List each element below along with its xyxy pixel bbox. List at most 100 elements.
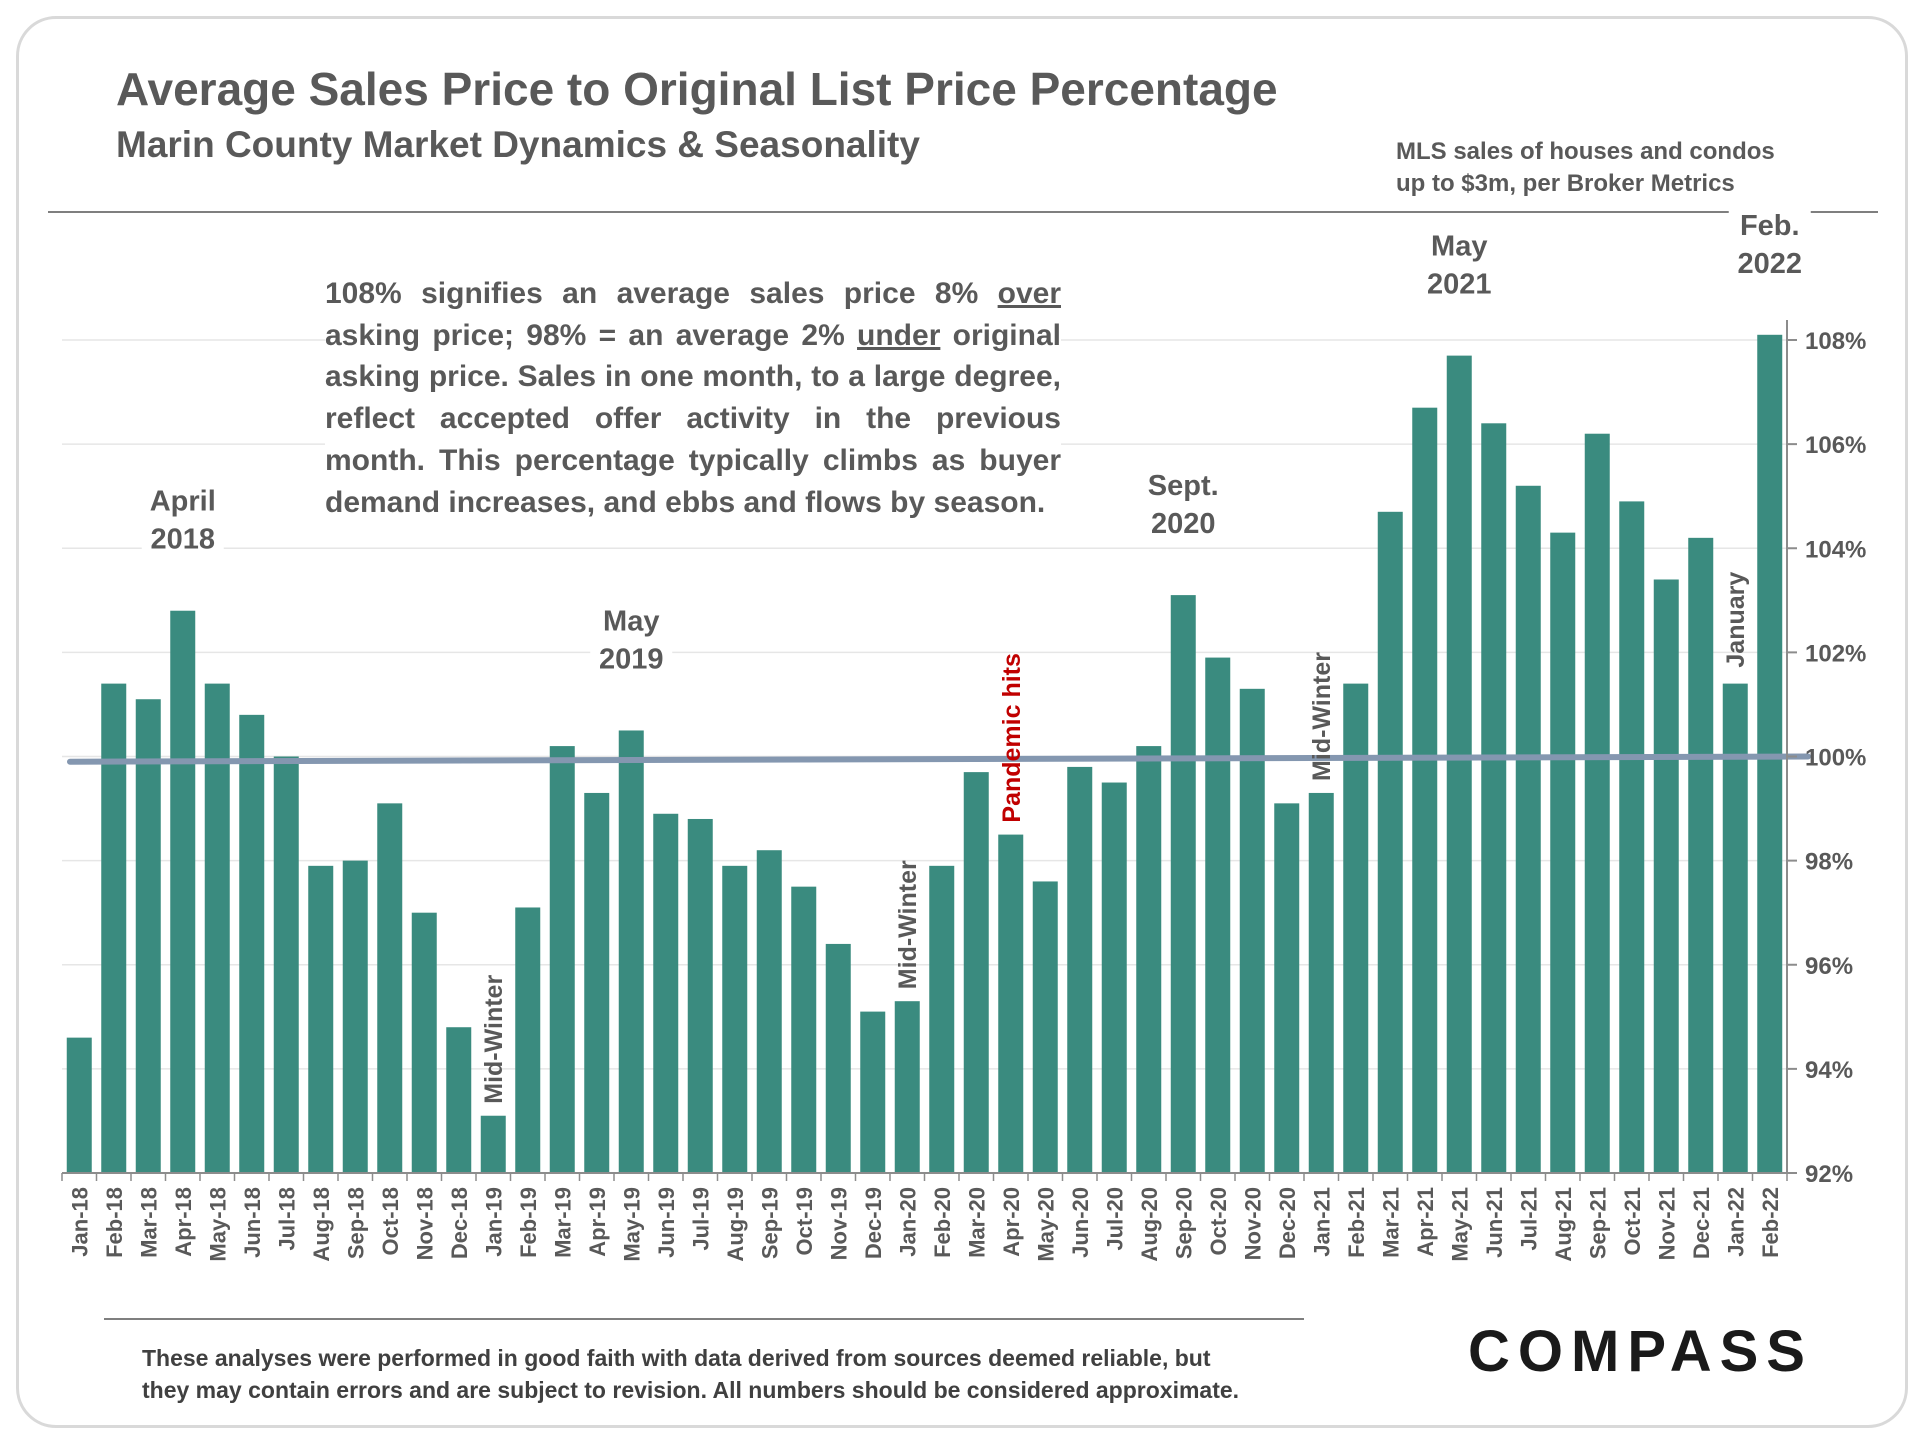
x-tick-label: Jun-21 <box>1482 1187 1507 1258</box>
x-tick-label: May-19 <box>619 1187 644 1262</box>
annotation-background <box>133 482 232 521</box>
bar-nov-21 <box>1653 579 1679 1173</box>
source-note-line-1: MLS sales of houses and condos <box>1396 138 1775 165</box>
x-tick-label: Nov-19 <box>826 1187 851 1260</box>
vertical-annotation-label: Mid-Winter <box>894 860 922 989</box>
x-tick-label: Dec-21 <box>1689 1187 1714 1259</box>
annotation-label: April <box>150 486 216 518</box>
bar-oct-19 <box>791 886 817 1173</box>
annotation-background <box>1426 227 1493 266</box>
x-tick-label: Sep-19 <box>757 1187 782 1259</box>
y-tick-label: 98% <box>1805 849 1853 876</box>
bar-feb-20 <box>929 865 955 1173</box>
x-tick-label: Feb-21 <box>1344 1187 1369 1258</box>
bar-jun-18 <box>239 714 265 1173</box>
y-tick-label: 94% <box>1805 1057 1853 1084</box>
x-tick-label: Apr-20 <box>999 1187 1024 1257</box>
bar-dec-20 <box>1274 803 1300 1173</box>
y-tick-label: 108% <box>1805 328 1866 355</box>
x-tick-label: Feb-20 <box>930 1187 955 1258</box>
x-tick-label: Aug-19 <box>723 1187 748 1262</box>
footer-divider <box>104 1318 1304 1320</box>
header-divider <box>48 211 1878 213</box>
bars <box>66 334 1783 1173</box>
bar-jun-21 <box>1481 423 1507 1173</box>
x-tick-label: Feb-19 <box>516 1187 541 1258</box>
x-tick-label: Jan-18 <box>67 1187 92 1257</box>
annotation-label: 2018 <box>150 524 215 556</box>
bar-apr-21 <box>1412 407 1438 1173</box>
x-tick-label: Jun-19 <box>654 1187 679 1258</box>
explanation-text: 108% signifies an average sales price 8%… <box>325 273 1061 524</box>
x-tick-label: Mar-18 <box>136 1187 161 1258</box>
compass-logo: COMPASS <box>1468 1319 1813 1384</box>
x-tick-label: Mar-19 <box>550 1187 575 1258</box>
bar-chart: 92% 94% 96% 98% 100% 102% 104% 106% 108% Jan-18 Fe… <box>61 206 1867 1262</box>
bar-jan-21 <box>1308 792 1334 1173</box>
bar-may-21 <box>1446 355 1472 1173</box>
bar-sep-18 <box>342 860 368 1173</box>
x-tick-label: Jan-22 <box>1723 1187 1748 1257</box>
bar-jun-19 <box>653 813 679 1173</box>
annotation-label: Sept. <box>1148 470 1219 502</box>
annotation-background <box>1728 206 1811 245</box>
bar-aug-18 <box>308 865 334 1173</box>
bar-oct-21 <box>1619 501 1645 1173</box>
x-tick-label: Oct-20 <box>1206 1187 1231 1255</box>
bar-nov-20 <box>1239 688 1265 1173</box>
vertical-annotation-label: Mid-Winter <box>480 975 508 1104</box>
bar-dec-21 <box>1688 537 1714 1173</box>
bar-apr-19 <box>584 792 610 1173</box>
y-tick-label: 92% <box>1805 1161 1853 1188</box>
vertical-annotation-label: Pandemic hits <box>998 653 1026 823</box>
x-tick-label: Nov-18 <box>412 1187 437 1260</box>
x-tick-label: Dec-19 <box>861 1187 886 1259</box>
x-tick-label: Mar-20 <box>964 1187 989 1258</box>
disclaimer-line-1: These analyses were performed in good fa… <box>142 1345 1211 1371</box>
bar-jul-20 <box>1101 782 1127 1173</box>
chart-subtitle: Marin County Market Dynamics & Seasonali… <box>116 124 920 165</box>
annotation-label: 2022 <box>1737 248 1802 280</box>
x-tick-label: Jun-18 <box>240 1187 265 1258</box>
x-tick-label: Jul-18 <box>274 1187 299 1251</box>
y-tick-label: 104% <box>1805 536 1866 563</box>
vertical-annotation-label: January <box>1722 572 1750 668</box>
x-tick-label: May-21 <box>1447 1187 1472 1262</box>
explanation-part-1: 108% signifies an average sales price 8% <box>325 277 998 310</box>
bar-mar-19 <box>549 746 575 1173</box>
annotation-label: May <box>1431 231 1487 263</box>
x-tick-label: Sep-21 <box>1585 1187 1610 1259</box>
explanation-part-2: asking price; 98% = an average 2% <box>325 318 858 352</box>
bar-nov-19 <box>825 943 851 1173</box>
source-note-line-2: up to $3m, per Broker Metrics <box>1396 170 1735 197</box>
x-tick-label: Apr-21 <box>1413 1187 1438 1257</box>
bar-mar-20 <box>963 772 989 1173</box>
annotation-background <box>1134 467 1233 506</box>
bar-oct-18 <box>377 803 403 1173</box>
bar-aug-19 <box>722 865 748 1173</box>
bar-aug-20 <box>1136 746 1162 1173</box>
x-tick-label: Jul-21 <box>1516 1187 1541 1251</box>
x-tick-label: Apr-18 <box>171 1187 196 1257</box>
x-tick-label: Jul-20 <box>1102 1187 1127 1251</box>
bar-dec-19 <box>860 1011 886 1173</box>
x-tick-label: Dec-20 <box>1275 1187 1300 1259</box>
explanation-part-3: original asking price. Sales in one mont… <box>325 318 1061 519</box>
annotation-label: 2021 <box>1427 269 1492 301</box>
bar-may-20 <box>1032 881 1058 1173</box>
x-tick-label: Sep-18 <box>343 1187 368 1259</box>
x-tick-label: Jan-21 <box>1309 1187 1334 1257</box>
bar-jul-18 <box>273 756 299 1173</box>
bar-apr-20 <box>998 834 1024 1173</box>
annotation-background <box>1418 265 1501 304</box>
reference-line-100 <box>67 753 1811 765</box>
x-tick-label: Aug-21 <box>1551 1187 1576 1262</box>
x-tick-label: Jan-19 <box>481 1187 506 1257</box>
x-tick-label: Jan-20 <box>895 1187 920 1257</box>
disclaimer: These analyses were performed in good fa… <box>142 1342 1292 1406</box>
x-tick-label: Aug-18 <box>309 1187 334 1262</box>
bar-sep-19 <box>756 850 782 1173</box>
bar-jul-21 <box>1515 485 1541 1173</box>
x-tick-label: Feb-22 <box>1758 1187 1783 1258</box>
x-tick-label: Nov-20 <box>1240 1187 1265 1260</box>
